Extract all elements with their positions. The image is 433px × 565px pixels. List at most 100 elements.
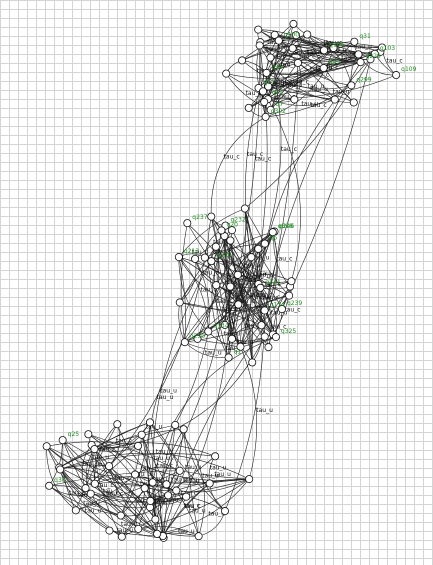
state-node [145,418,154,427]
transition-edge [268,86,336,101]
state-node [244,103,253,112]
state-node [256,283,265,292]
transition-label: tau_u [292,49,309,56]
transition-edge [59,469,122,517]
state-node [290,95,299,104]
transition-label: tau_c [276,79,292,86]
state-node [58,436,67,445]
transition-edge [221,230,230,358]
transition-label: tau_c [264,294,280,301]
transition-label: tau_u [281,62,298,69]
state-node [289,19,298,28]
transition-label: tau_c [284,306,300,313]
state-node [134,524,143,533]
state-label: q33 [329,59,341,66]
transition-label: tau_u [286,82,303,89]
transition-label: tau_u [254,273,271,280]
transition-edge [178,256,239,305]
state-labels: q109 q302 q106 q100 q103 q12 q17 q299 q33 q39 q7 q3… [54,32,416,484]
transition-edge [58,467,151,503]
transition-label: tau_c [114,475,130,482]
state-label: q7 [276,101,284,108]
transition-label: tau_u [83,461,100,468]
transition-edge [162,295,290,537]
state-node [392,71,401,80]
state-node [220,320,229,329]
state-node [354,50,363,59]
state-node [207,212,216,221]
transition-label: tau_u [223,330,240,337]
state-label: q5 [270,235,278,242]
transition-edge [215,285,241,348]
transition-label: tau_c [98,482,114,489]
transition-label: tau_u [310,66,327,73]
state-node [255,41,264,50]
state-node [193,334,202,343]
transition-edge [265,23,294,74]
state-node [303,30,312,39]
transition-edge [75,470,181,511]
transition-label: tau_u [83,500,100,507]
state-label: q232 [230,217,245,224]
transition-label: tau_c [99,446,115,453]
state-label: q103 [380,45,395,52]
transition-label: tau_c [247,151,263,158]
transition-label: tau_u [228,294,245,301]
state-label: q31 [359,33,371,40]
state-node [349,98,358,107]
transition-label: tau_u [202,472,219,479]
transition-label: tau_u [222,259,239,266]
transition-label: tau_c [345,50,361,57]
state-node [137,430,146,439]
state-node [257,321,266,330]
transition-edge [135,474,211,485]
transition-edge [270,57,277,110]
state-node [117,532,126,541]
transition-edge [226,54,359,79]
transition-edge [231,229,252,347]
transition-label: tau_c [213,239,229,246]
transition-edge [257,29,361,63]
transition-label: tau_c [223,154,239,161]
state-node [236,342,245,351]
state-node [113,420,122,429]
transition-edge [162,286,232,537]
transition-label: tau_c [153,496,169,503]
transition-edge [241,34,297,61]
state-node [171,421,180,430]
transition-label: tau_u [210,464,227,471]
state-label: q241 [265,279,280,286]
transition-label: tau_c [107,490,123,497]
transition-edge [108,465,158,535]
state-node [378,43,387,52]
transition-edge [194,258,292,284]
transition-label: tau_c [156,448,172,455]
transition-edge [259,45,376,55]
state-node [254,25,263,34]
transition-label: tau_u [148,499,165,506]
state-label: q106 [329,41,344,48]
transition-edge [121,526,200,537]
state-node [330,95,339,104]
state-node [287,277,296,286]
transition-label: tau_u [235,270,252,277]
state-node [194,532,203,541]
state-node [200,253,209,262]
state-node [183,219,192,228]
state-label: q230 [190,333,205,340]
transition-edge [94,482,169,496]
state-node [224,353,233,362]
state-node [254,244,263,253]
state-node [174,253,183,262]
state-node [81,484,90,493]
transition-edge [215,284,274,335]
transition-edge [258,34,297,89]
transition-label: tau_u [85,507,102,514]
state-node [288,44,297,53]
state-label: q20 [226,221,238,228]
state-node [266,53,275,62]
state-node [56,465,65,474]
transition-label: tau_c [281,146,297,153]
transition-edge [184,341,229,359]
transition-edge [267,98,336,106]
